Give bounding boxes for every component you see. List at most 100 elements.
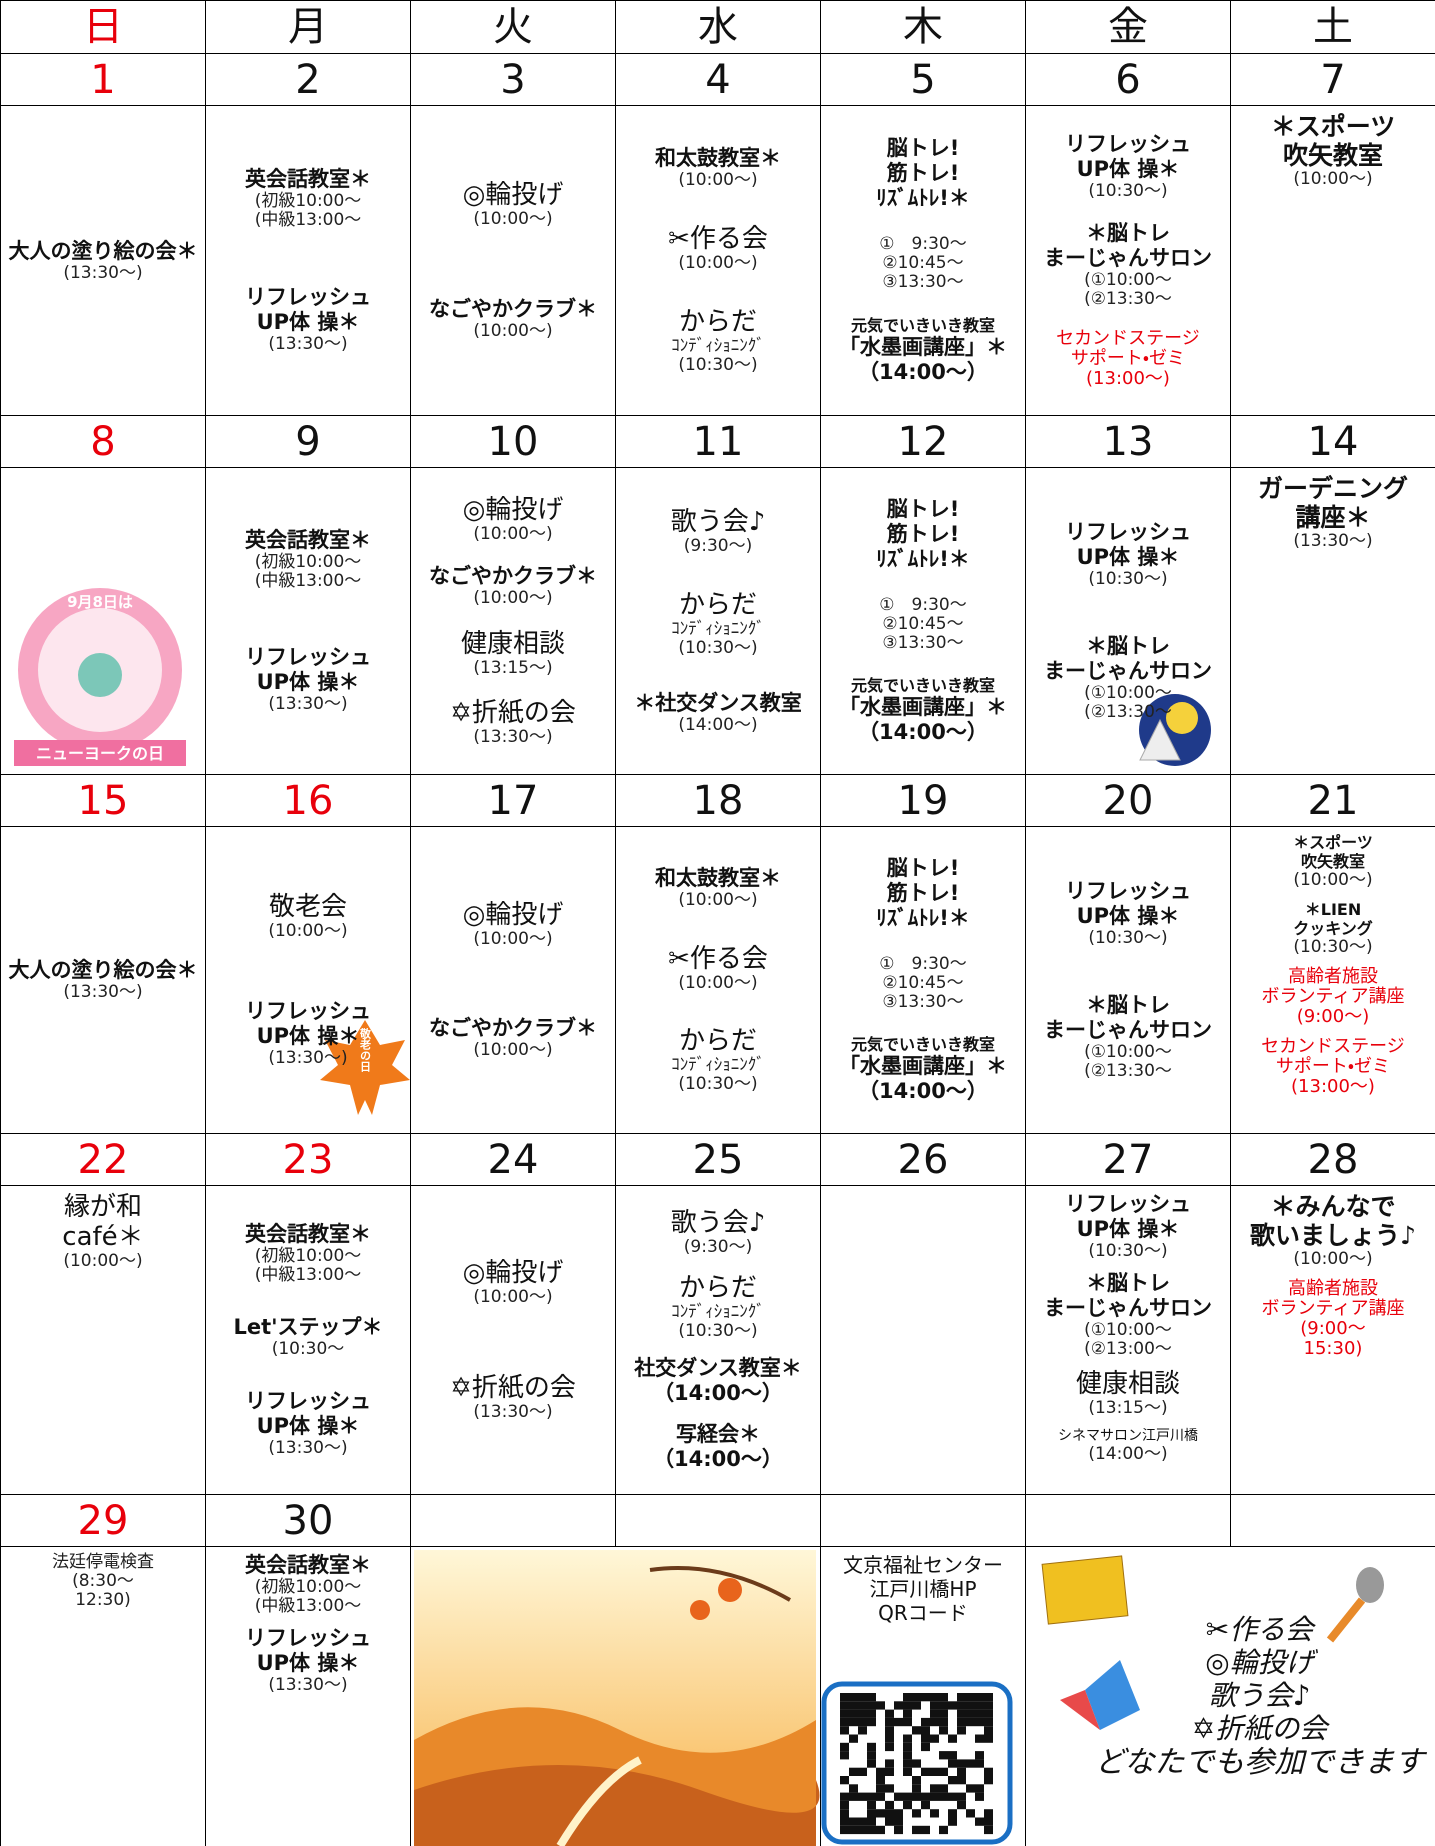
qr-module [849,1792,858,1801]
qr-module [858,1726,867,1735]
event-line: (10:00～) [473,209,553,229]
event-line: UP体 操＊ [1076,157,1180,181]
event-line: 和太鼓教室＊ [655,866,781,891]
qr-module [921,1717,930,1727]
qr-module [840,1800,849,1810]
qr-module [858,1709,867,1718]
event-line: 写経会＊ [675,1422,760,1447]
day-cell: ガーデニング 講座＊ (13:30～) [1230,467,1435,775]
event-line: (13:30～) [268,1675,348,1695]
event: ① 9:30～ ②10:45～ ③13:30～ [879,953,967,1012]
event: 脳トレ! 筋トレ! ﾘｽﾞﾑﾄﾚ!＊ [876,497,970,572]
event-line: (①10:00～ [1084,683,1172,704]
weekday-header: 金 [1025,0,1231,54]
event-line: ②10:45～ [882,972,964,993]
event-line: (①10:00～ [1084,270,1172,290]
event-line: ＊スポーツ [1270,112,1396,141]
qr-module [885,1767,894,1776]
event: 社交ダンス教室＊ （14:00～） [634,1356,802,1406]
qr-module [939,1693,948,1702]
event-line: 歌う会♪ [670,1207,766,1238]
event-line: 法廷停電検査 [52,1552,154,1572]
qr-module [921,1792,930,1801]
qr-module [939,1784,948,1793]
event: リフレッシュ UP体 操＊ (10:30～) [1065,879,1191,948]
qr-module [912,1809,921,1818]
qr-module [858,1792,867,1801]
event-line: (13:30～) [63,262,143,283]
qr-module [858,1817,867,1826]
badge-text: 9月8日は [67,593,133,611]
qr-module [948,1817,957,1826]
event-line: ✂作る会 [1205,1612,1314,1646]
event-line: ガーデニング [1257,474,1408,503]
qr-module [840,1742,849,1752]
weekday-header: 日 [0,0,206,54]
event: 高齢者施設 ボランティア講座 (9:00～) [1262,967,1405,1027]
event-line: リフレッシュ [245,999,371,1024]
qr-module [840,1792,849,1801]
event: 歌う会♪ (9:30～) [671,1208,766,1257]
event-line: 英会話教室＊ [245,1553,371,1577]
event: 健康相談 (13:15～) [461,629,565,678]
qr-module [867,1693,876,1702]
qr-module [858,1767,867,1776]
event-line: (10:00～) [678,972,758,993]
event: 脳トレ! 筋トレ! ﾘｽﾞﾑﾄﾚ!＊ [876,856,970,931]
qr-module [921,1800,930,1810]
qr-module [975,1709,984,1718]
qr-module [912,1792,921,1801]
weekday-header: 火 [410,0,616,54]
event: ＊スポーツ 吹矢教室 (10:00～) [1271,112,1396,189]
day-cell: ✂作る会 ◎輪投げ 歌う会♪ ✡折紙の会 どなたでも参加できます [1025,1546,1435,1846]
event: ◎輪投げ (10:00～) [463,495,564,544]
event: なごやかクラブ＊ (10:00～) [429,1016,597,1060]
event-line: 脳トレ! [886,136,960,160]
event-line: (②13:30～ [1084,289,1172,309]
event-line: ③13:30～ [882,632,964,653]
qr-module [840,1701,849,1710]
qr-module [849,1734,858,1743]
event: Let'ステップ＊ (10:30～ [233,1315,382,1359]
day-cell: 歌う会♪ (9:30～) からだ ｺﾝﾃﾞｨｼｮﾆﾝｸﾞ (10:30～) ＊社交ダンス教… [615,467,821,775]
event: セカンドステージ サポート・ゼミ (13:00～) [1056,329,1200,389]
event-line: (13:30～) [473,1402,553,1422]
qr-module [876,1825,885,1835]
event-line: (13:00～) [1086,368,1170,389]
event-line: (8:30～ [72,1571,134,1591]
event-line: ｺﾝﾃﾞｨｼｮﾆﾝｸﾞ [671,1054,765,1075]
qr-module [966,1693,975,1702]
event-line: (中級13:00～ [254,571,362,591]
date-cell: 4 [615,53,821,106]
event-line: 「水墨画講座」＊ [839,694,1007,719]
event: 高齢者施設 ボランティア講座 (9:00～ 15:30) [1262,1279,1405,1359]
qr-module [921,1825,930,1835]
qr-module [930,1693,939,1702]
event: リフレッシュ UP体 操＊ (13:30～) [245,999,371,1068]
event-line: リフレッシュ [1065,132,1191,156]
qr-module [903,1759,912,1768]
qr-module [894,1809,903,1818]
date-cell: 18 [615,774,821,827]
qr-module [939,1726,948,1735]
event: 元気でいきいき教室 「水墨画講座」＊ （14:00～） [839,316,1007,385]
qr-module [849,1825,858,1835]
event-line: 大人の塗り絵の会＊ [8,958,198,982]
date-cell: 10 [410,415,616,468]
event-line: (初級10:00～ [254,191,362,211]
event-line: 和太鼓教室＊ [655,146,781,170]
event: 縁が和 café＊ (10:00～) [62,1192,143,1271]
event-line: (9:30～) [683,536,753,557]
event-line: (13:30～) [268,334,348,354]
event: 元気でいきいき教室 「水墨画講座」＊ （14:00～） [839,1035,1007,1104]
date-cell: 20 [1025,774,1231,827]
event: 法廷停電検査 (8:30～ 12:30) [52,1553,154,1610]
event-line: ① 9:30～ [879,953,967,974]
event-line: (13:30～) [268,694,348,714]
event-line: ✂作る会 [668,943,768,974]
event-line: (初級10:00～ [254,552,362,572]
qr-module [849,1784,858,1793]
event-line: 脳トレ! [886,497,960,522]
event: なごやかクラブ＊ (10:00～) [429,564,597,608]
day-cell: 歌う会♪ (9:30～) からだ ｺﾝﾃﾞｨｼｮﾆﾝｸﾞ (10:30～) 社交ダンス教室… [615,1185,821,1495]
